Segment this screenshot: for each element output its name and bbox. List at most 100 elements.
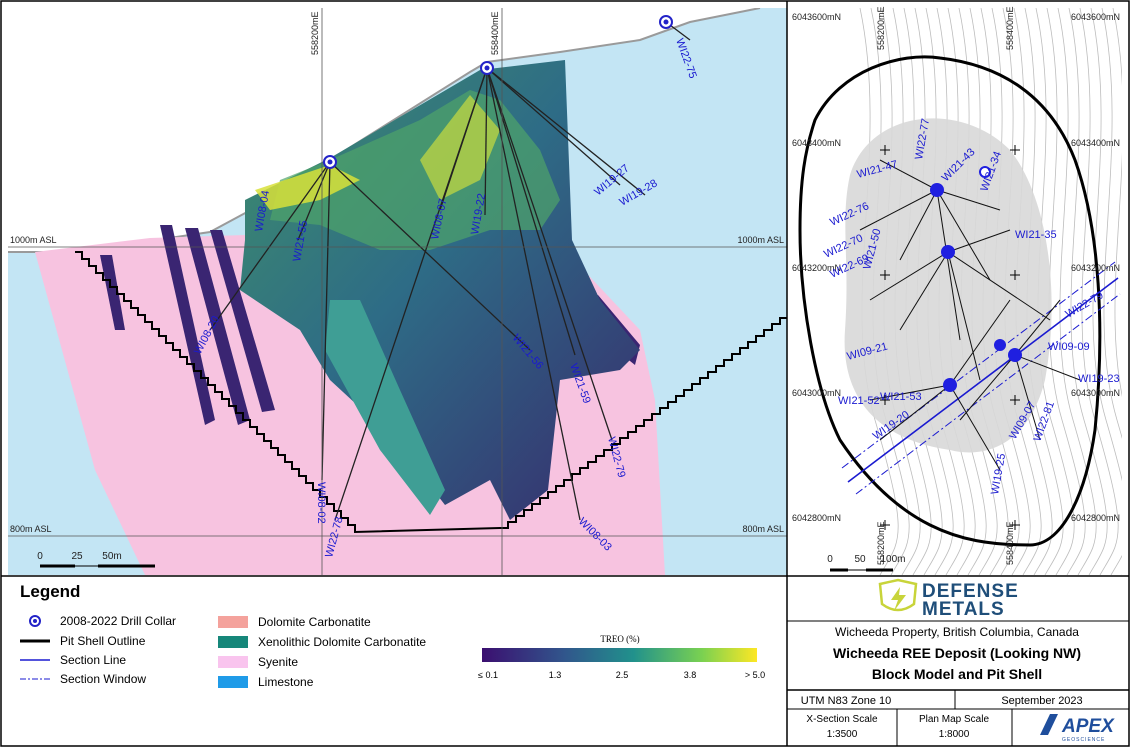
elevation-label: 800m ASL — [742, 524, 784, 534]
block-model-peak — [255, 165, 360, 210]
scale-label: 25 — [71, 551, 83, 562]
plan-labels: 6043600mN 6043600mN 6043400mN 6043400mN … — [792, 6, 1120, 565]
northing-label: 6043200mN — [1071, 263, 1120, 273]
colorbar-tick: > 5.0 — [745, 670, 765, 680]
contour — [1057, 8, 1097, 575]
hole-label: WI21-35 — [1015, 229, 1057, 241]
hole-label: WI19-23 — [1078, 373, 1120, 385]
scale-label: 0 — [827, 554, 833, 565]
drill-trace — [936, 189, 1001, 211]
logo-mark — [1040, 714, 1058, 735]
pit-area — [844, 118, 1052, 453]
scale-label: 0 — [37, 551, 43, 562]
easting-label: 558400mE — [490, 11, 500, 55]
grid — [8, 8, 787, 575]
contour — [1079, 8, 1119, 575]
contour — [1112, 8, 1122, 397]
drill-trace — [879, 384, 951, 441]
hole-label: WI08-02 — [315, 482, 327, 524]
hole-label: WI09-09 — [1048, 341, 1090, 353]
drill-trace — [859, 189, 938, 231]
contour — [1090, 8, 1122, 575]
drill-trace — [899, 189, 938, 261]
grid-crosses — [880, 145, 1020, 530]
plan-map — [798, 8, 1122, 575]
projection: UTM N83 Zone 10 — [801, 695, 891, 707]
drill-trace — [936, 189, 961, 341]
logo-shield — [878, 578, 918, 612]
drill-holes — [209, 21, 691, 521]
cross-section-labels: 558200mE 558400mE 1000m ASL 1000m ASL 80… — [10, 11, 784, 562]
consultant-sub: GEOSCIENCE — [1062, 737, 1105, 743]
northing-label: 6042800mN — [792, 513, 841, 523]
section-window — [855, 293, 1121, 495]
legend: Legend 2008-2022 Drill Collar Pit Shell … — [20, 582, 765, 689]
scale-value: 1:8000 — [939, 729, 970, 740]
property: Wicheeda Property, British Columbia, Can… — [835, 625, 1079, 639]
elevation-label: 800m ASL — [10, 524, 52, 534]
collar-symbol — [33, 619, 37, 623]
colorbar-tick: 3.8 — [684, 670, 697, 680]
easting-label: 558200mE — [876, 521, 886, 565]
colorbar — [482, 648, 757, 662]
plan-collars — [930, 183, 1022, 392]
northing-label: 6042800mN — [1071, 513, 1120, 523]
drill-trace — [947, 251, 1051, 321]
legend-item: Section Line — [60, 653, 126, 667]
plan-collar — [979, 166, 991, 178]
title: Wicheeda REE Deposit (Looking NW) — [833, 645, 1081, 661]
drill-trace — [879, 159, 938, 191]
scale-label: X-Section Scale — [806, 714, 878, 725]
legend-title: Legend — [20, 582, 80, 601]
colorbar-tick: 1.3 — [549, 670, 562, 680]
unit-swatch — [218, 636, 248, 648]
cross-section — [8, 8, 787, 575]
air — [8, 8, 760, 252]
drill-trace — [949, 384, 1001, 471]
pit-outline — [798, 55, 1102, 547]
easting-label: 558400mE — [1005, 6, 1015, 50]
northing-label: 6043200mN — [792, 263, 841, 273]
company-name: DEFENSE — [922, 581, 1019, 602]
plan-drill-holes — [859, 159, 1081, 471]
drill-trace — [1014, 299, 1061, 356]
legend-item: Section Window — [60, 672, 146, 686]
drill-trace — [936, 189, 991, 281]
northing-label: 6043000mN — [792, 388, 841, 398]
scale-label: 50m — [102, 551, 121, 562]
unit-swatch — [218, 656, 248, 668]
easting-label: 558200mE — [876, 6, 886, 50]
colorbar-tick: 2.5 — [616, 670, 629, 680]
drill-trace — [1014, 354, 1081, 381]
easting-label: 558200mE — [310, 11, 320, 55]
colorbar-tick: ≤ 0.1 — [478, 670, 498, 680]
drill-trace — [947, 251, 981, 381]
hole-label: WI21-53 — [880, 391, 922, 403]
unit-swatch — [218, 676, 248, 688]
pit-shell — [75, 251, 787, 534]
scale-label: 50 — [854, 554, 866, 565]
northing-label: 6043400mN — [1071, 138, 1120, 148]
northing-label: 6043600mN — [792, 12, 841, 22]
unit-label: Xenolithic Dolomite Carbonatite — [258, 635, 426, 649]
drill-trace — [959, 354, 1016, 421]
northing-label: 6043600mN — [1071, 12, 1120, 22]
drill-trace — [949, 299, 1011, 386]
unit-label: Syenite — [258, 655, 298, 669]
legend-item: Pit Shell Outline — [60, 634, 146, 648]
drill-collars — [323, 15, 673, 169]
consultant: APEX — [1061, 716, 1115, 737]
northing-label: 6043400mN — [792, 138, 841, 148]
drill-trace — [869, 384, 951, 401]
northing-label: 6043000mN — [1071, 388, 1120, 398]
easting-label: 558400mE — [1005, 521, 1015, 565]
drill-trace — [899, 251, 949, 331]
drill-trace — [947, 229, 1011, 253]
drill-trace — [1014, 354, 1041, 441]
elevation-label: 1000m ASL — [737, 235, 784, 245]
xenolith — [325, 300, 445, 515]
unit-swatch — [218, 616, 248, 628]
scale-value: 1:3500 — [827, 729, 858, 740]
elevation-label: 1000m ASL — [10, 235, 57, 245]
